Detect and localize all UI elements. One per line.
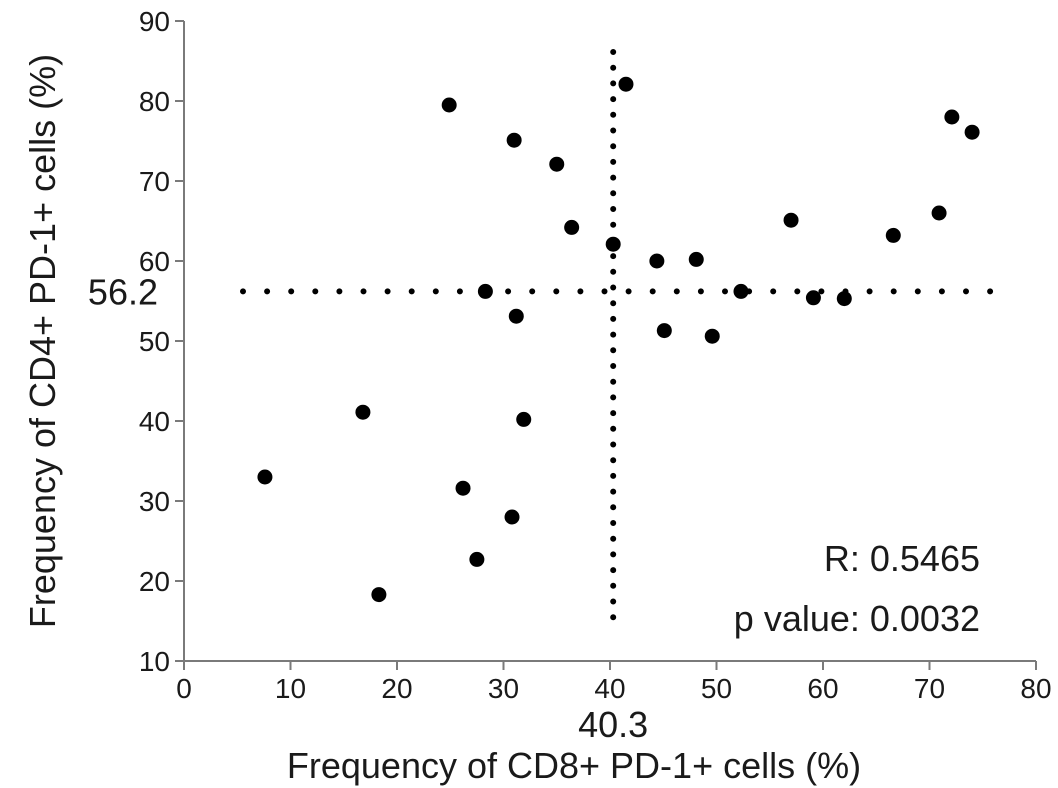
data-point	[508, 308, 524, 324]
data-point	[605, 236, 621, 252]
data-point	[805, 290, 821, 306]
data-point	[656, 323, 672, 339]
x-tick-label: 60	[807, 673, 838, 704]
y-tick-label: 10	[139, 646, 170, 677]
data-point	[455, 480, 471, 496]
data-point	[469, 551, 485, 567]
data-point	[371, 587, 387, 603]
data-point	[506, 132, 522, 148]
data-point	[688, 251, 704, 267]
y-tick-label: 80	[139, 86, 170, 117]
data-point	[355, 404, 371, 420]
data-point	[564, 219, 580, 235]
data-point	[964, 124, 980, 140]
y-tick-label: 90	[139, 6, 170, 37]
y-axis-title: Frequency of CD4+ PD-1+ cells (%)	[22, 54, 63, 628]
x-tick-label: 0	[176, 673, 192, 704]
y-tick-label: 30	[139, 486, 170, 517]
data-point	[549, 156, 565, 172]
correlation-r-annotation: R: 0.5465	[824, 538, 980, 579]
x-tick-label: 40	[594, 673, 625, 704]
data-point	[783, 212, 799, 228]
data-point	[257, 469, 273, 485]
data-points	[257, 76, 980, 603]
data-point	[516, 411, 532, 427]
data-point	[704, 328, 720, 344]
data-point	[836, 291, 852, 307]
data-point	[441, 97, 457, 113]
horizontal-reference-label: 56.2	[88, 271, 158, 312]
labels: Frequency of CD8+ PD-1+ cells (%) Freque…	[22, 54, 980, 786]
data-point	[733, 283, 749, 299]
y-tick-label: 70	[139, 166, 170, 197]
data-point	[504, 509, 520, 525]
data-point	[944, 109, 960, 125]
data-point	[885, 227, 901, 243]
data-point	[649, 253, 665, 269]
reference-lines	[240, 49, 1017, 635]
x-tick-label: 10	[275, 673, 306, 704]
y-tick-label: 40	[139, 406, 170, 437]
x-tick-label: 70	[914, 673, 945, 704]
x-axis-title: Frequency of CD8+ PD-1+ cells (%)	[287, 745, 861, 786]
data-point	[931, 205, 947, 221]
x-tick-label: 50	[701, 673, 732, 704]
y-tick-label: 50	[139, 326, 170, 357]
vertical-reference-label: 40.3	[578, 704, 648, 745]
y-tick-label: 60	[139, 246, 170, 277]
x-tick-label: 80	[1020, 673, 1051, 704]
data-point	[618, 76, 634, 92]
y-tick-label: 20	[139, 566, 170, 597]
data-point	[477, 283, 493, 299]
x-tick-label: 20	[381, 673, 412, 704]
x-tick-label: 30	[488, 673, 519, 704]
p-value-annotation: p value: 0.0032	[734, 598, 980, 639]
